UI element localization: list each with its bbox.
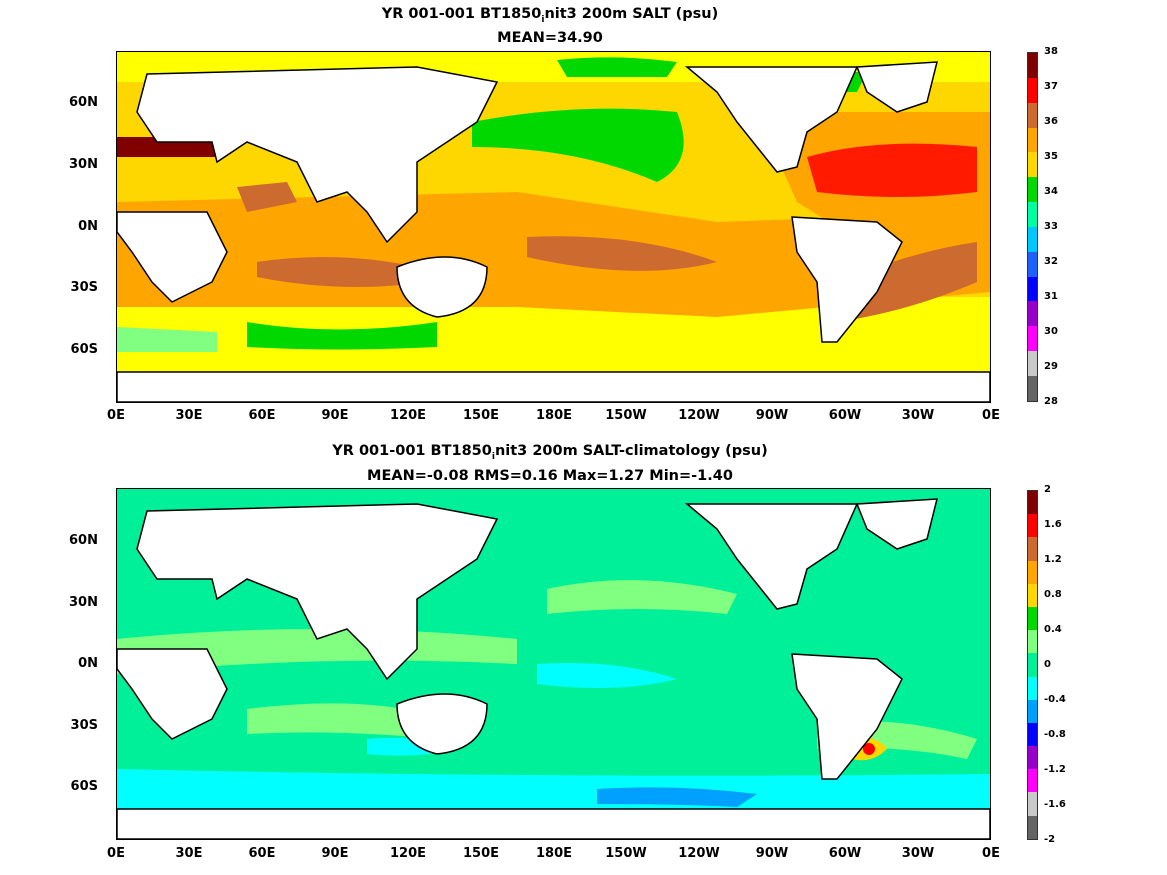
lon-label: 150E [462,846,500,861]
colorbar-label: 0.4 [1044,624,1062,635]
panel1-title: YR 001-001 BT1850init3 200m SALT (psu) [381,6,719,25]
lat-label: 60S [70,342,98,357]
colorbar-segment [1028,722,1037,747]
colorbar-segment [1028,326,1037,352]
colorbar-segment [1028,251,1037,277]
lat-label: 30S [70,718,98,733]
colorbar-label: -1.2 [1044,764,1066,775]
lat-label: 30S [70,280,98,295]
colorbar-segment [1028,351,1037,376]
colorbar-label: 0 [1044,659,1051,670]
lon-label: 120W [678,408,720,423]
colorbar-segment [1028,301,1037,327]
lon-label: 120E [389,846,427,861]
lon-label: 30W [901,408,935,423]
lon-label: 60E [248,408,276,423]
panel2-title: YR 001-001 BT1850init3 200m SALT-climato… [332,443,768,462]
colorbar-label: 31 [1044,291,1058,302]
colorbar-label: 1.2 [1044,554,1062,565]
colorbar-label: -2 [1044,834,1056,845]
colorbar-label: 29 [1044,361,1058,372]
colorbar-segment [1028,276,1037,302]
lat-label: 60S [70,779,98,794]
colorbar-segment [1028,792,1037,816]
colorbar-segment [1028,226,1037,252]
lon-label: 0E [107,846,125,861]
lon-label: 30E [175,408,203,423]
colorbar-segment [1028,746,1037,770]
panel1-subtitle: MEAN=34.90 [497,30,603,46]
colorbar [1027,490,1038,840]
lat-label: 30N [69,157,98,172]
colorbar-segment [1028,606,1037,631]
lon-label: 60W [828,408,862,423]
lon-label: 90E [321,408,349,423]
lon-label: 60W [828,846,862,861]
colorbar-label: 34 [1044,186,1058,197]
lat-label: 30N [69,595,98,610]
colorbar [1027,52,1038,402]
colorbar-label: 30 [1044,326,1058,337]
colorbar-segment [1028,583,1037,607]
colorbar-label: 35 [1044,151,1058,162]
colorbar-segment [1028,815,1037,839]
lon-label: 30W [901,846,935,861]
lon-label: 120E [389,408,427,423]
colorbar-label: 33 [1044,221,1058,232]
lon-label: 60E [248,846,276,861]
lon-label: 90W [755,846,789,861]
colorbar-segment [1028,653,1037,677]
lon-label: 150W [605,846,647,861]
lat-label: 60N [69,95,98,110]
lat-label: 0N [78,219,98,234]
colorbar-segment [1028,202,1037,227]
colorbar-segment [1028,127,1037,153]
colorbar-label: 32 [1044,256,1058,267]
colorbar-segment [1028,102,1037,128]
colorbar-label: -0.8 [1044,729,1066,740]
colorbar-segment [1028,152,1037,178]
colorbar-segment [1028,537,1037,561]
lon-label: 120W [678,846,720,861]
lon-label: 0E [982,846,1000,861]
lon-label: 30E [175,846,203,861]
lon-label: 0E [982,408,1000,423]
lon-label: 180E [535,408,573,423]
salinity-map [116,51,991,403]
lon-label: 150W [605,408,647,423]
colorbar-label: 36 [1044,116,1058,127]
colorbar-label: 2 [1044,484,1051,495]
colorbar-label: -0.4 [1044,694,1066,705]
lat-label: 60N [69,533,98,548]
colorbar-label: 28 [1044,396,1058,407]
lon-label: 0E [107,408,125,423]
colorbar-segment [1028,53,1037,78]
colorbar-segment [1028,769,1037,793]
colorbar-label: 38 [1044,46,1058,57]
colorbar-label: -1.6 [1044,799,1066,810]
colorbar-label: 1.6 [1044,519,1062,530]
colorbar-segment [1028,491,1037,515]
lon-label: 90W [755,408,789,423]
lon-label: 150E [462,408,500,423]
panel2-subtitle: MEAN=-0.08 RMS=0.16 Max=1.27 Min=-1.40 [367,468,733,484]
anomaly-map [116,488,991,840]
colorbar-label: 0.8 [1044,589,1062,600]
lat-label: 0N [78,656,98,671]
colorbar-segment [1028,676,1037,700]
colorbar-segment [1028,699,1037,723]
lon-label: 180E [535,846,573,861]
colorbar-segment [1028,177,1037,203]
colorbar-segment [1028,560,1037,584]
colorbar-segment [1028,77,1037,103]
colorbar-segment [1028,514,1037,538]
lon-label: 90E [321,846,349,861]
colorbar-label: 37 [1044,81,1058,92]
colorbar-segment [1028,630,1037,654]
colorbar-segment [1028,375,1037,401]
